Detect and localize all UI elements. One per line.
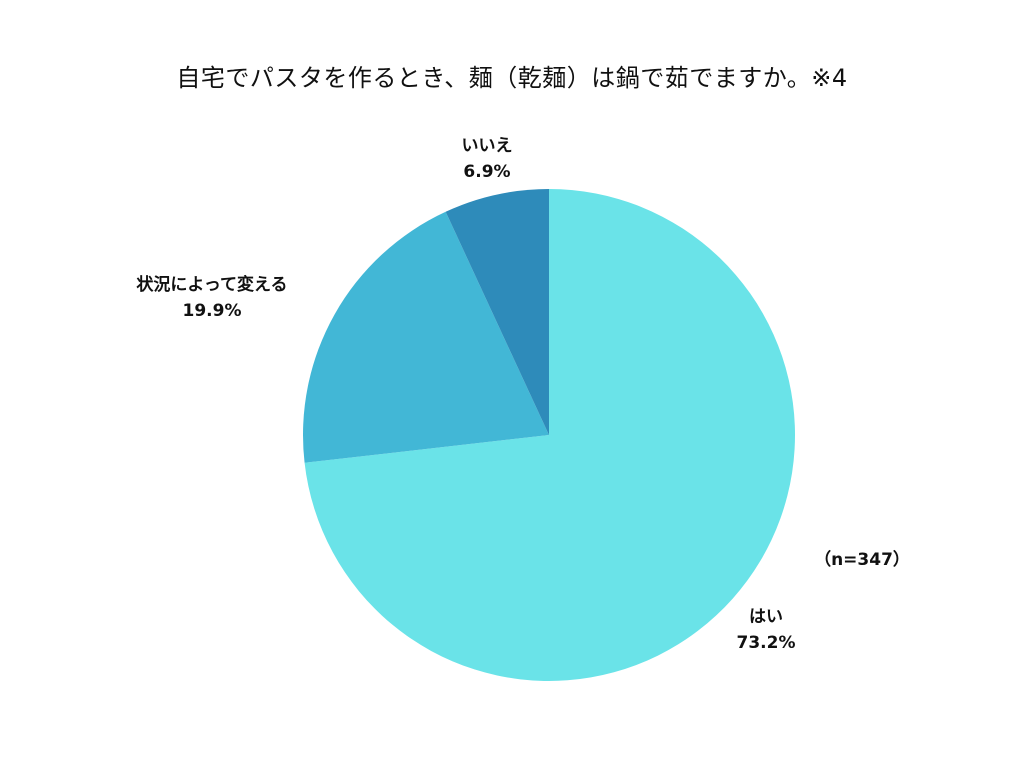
pie-slice-2: [302, 211, 549, 463]
pie-labels: はい 73.2% 状況によって変える 19.9% いいえ 6.9%: [136, 136, 795, 653]
slice-label-1: はい: [749, 607, 783, 627]
slice-value-label-1: 73.2%: [737, 633, 796, 653]
pie-slice-3: [445, 189, 549, 435]
sample-size-note: （n=347）: [814, 549, 910, 570]
slice-value-label-2: 19.9%: [183, 301, 242, 321]
slice-label-2: 状況によって変える: [136, 274, 287, 295]
slice-label-3: いいえ: [462, 136, 513, 156]
pie-slices: [302, 189, 795, 681]
pie-slice-1: [304, 189, 795, 681]
slice-value-label-3: 6.9%: [463, 162, 510, 182]
chart-title: 自宅でパスタを作るとき、麺（乾麺）は鍋で茹でますか。※4: [176, 64, 848, 92]
